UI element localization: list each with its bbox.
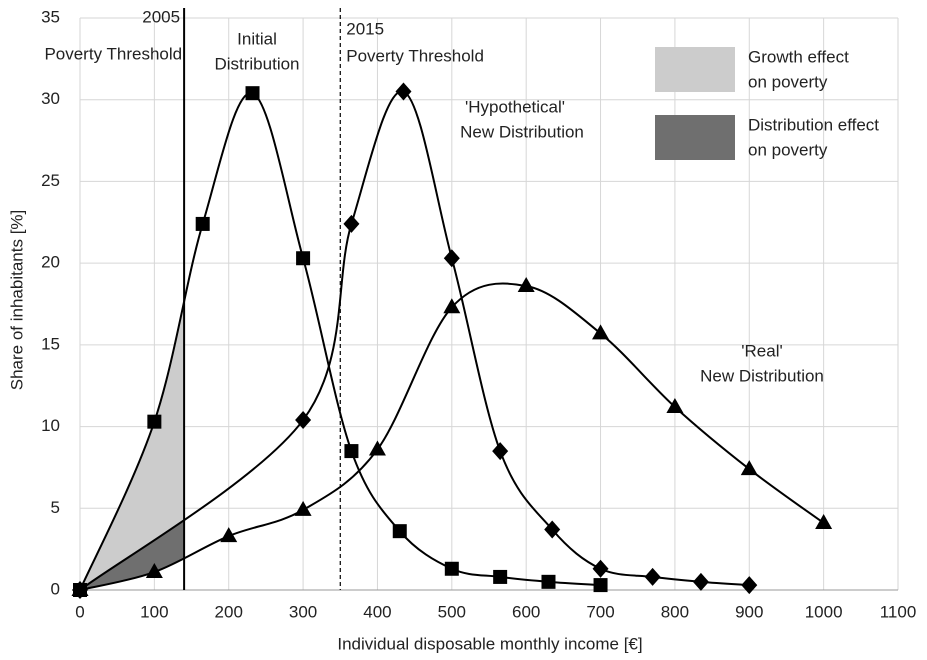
x-tick-label: 0 (75, 602, 84, 621)
marker (592, 324, 610, 340)
x-axis-label: Individual disposable monthly income [€] (337, 634, 642, 653)
legend-label: on poverty (748, 72, 828, 91)
x-tick-label: 100 (140, 602, 168, 621)
marker (294, 500, 312, 516)
threshold-label: 2015 (346, 19, 384, 38)
x-tick-label: 400 (363, 602, 391, 621)
marker (443, 298, 461, 314)
legend-label: on poverty (748, 140, 828, 159)
marker (517, 277, 535, 293)
marker (692, 572, 709, 591)
series-label: Initial (237, 29, 277, 48)
marker (444, 561, 459, 576)
threshold-label: Poverty Threshold (346, 46, 484, 65)
x-tick-label: 600 (512, 602, 540, 621)
marker (493, 569, 508, 584)
marker (295, 411, 312, 430)
y-tick-label: 0 (51, 579, 60, 598)
legend-label: Distribution effect (748, 115, 879, 134)
series-line (79, 92, 601, 591)
marker (815, 513, 833, 529)
marker (541, 574, 556, 589)
marker (147, 414, 162, 429)
effect-area (80, 301, 185, 590)
series-label: New Distribution (700, 366, 824, 385)
marker (296, 251, 311, 266)
marker (592, 559, 609, 578)
marker (395, 82, 412, 101)
marker (343, 214, 360, 233)
x-tick-label: 1100 (880, 602, 917, 621)
legend-label: Growth effect (748, 47, 849, 66)
x-tick-label: 700 (586, 602, 614, 621)
marker (443, 249, 460, 268)
legend-swatch (655, 115, 735, 160)
series-label: 'Hypothetical' (465, 97, 565, 116)
marker (145, 563, 163, 579)
marker (344, 444, 359, 459)
y-axis-label: Share of inhabitants [%] (7, 210, 26, 391)
y-tick-label: 20 (41, 253, 60, 272)
y-tick-label: 10 (41, 416, 60, 435)
marker (741, 576, 758, 595)
series-label: Distribution (214, 54, 299, 73)
y-tick-label: 25 (41, 171, 60, 190)
y-tick-label: 5 (51, 498, 60, 517)
grid (79, 17, 899, 591)
x-tick-label: 200 (215, 602, 243, 621)
marker (71, 581, 89, 596)
marker (740, 460, 758, 476)
marker (492, 442, 509, 461)
marker (245, 86, 260, 101)
threshold-label: Poverty Threshold (44, 44, 182, 63)
marker (392, 524, 407, 539)
threshold-label: 2005 (142, 7, 180, 26)
series-label: New Distribution (460, 122, 584, 141)
x-tick-label: 800 (661, 602, 689, 621)
marker (593, 578, 608, 593)
y-tick-label: 30 (41, 89, 60, 108)
y-tick-label: 15 (41, 334, 60, 353)
marker (195, 216, 210, 231)
y-tick-label: 35 (41, 7, 60, 26)
x-tick-label: 300 (289, 602, 317, 621)
marker (666, 397, 684, 413)
marker (220, 527, 238, 543)
marker (544, 520, 561, 539)
series-label: 'Real' (741, 341, 782, 360)
x-tick-label: 1000 (805, 602, 843, 621)
x-tick-label: 900 (735, 602, 763, 621)
marker (644, 567, 661, 586)
legend-swatch (655, 47, 735, 92)
marker (368, 440, 386, 456)
x-tick-label: 500 (438, 602, 466, 621)
